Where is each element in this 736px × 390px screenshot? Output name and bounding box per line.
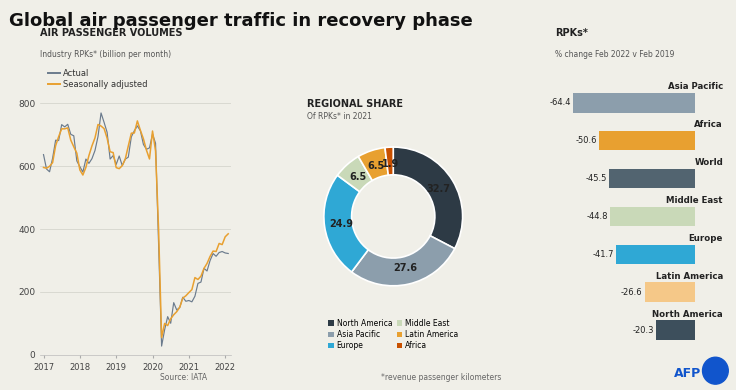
Text: AIR PASSENGER VOLUMES: AIR PASSENGER VOLUMES xyxy=(40,28,183,38)
Circle shape xyxy=(703,357,728,384)
Text: Latin America: Latin America xyxy=(656,272,723,281)
Wedge shape xyxy=(337,156,372,192)
Bar xyxy=(645,282,695,302)
Text: Industry RPKs* (billion per month): Industry RPKs* (billion per month) xyxy=(40,50,171,59)
Text: 27.6: 27.6 xyxy=(393,263,417,273)
Text: *revenue passenger kilometers: *revenue passenger kilometers xyxy=(381,373,502,382)
Bar xyxy=(573,93,695,113)
Text: REGIONAL SHARE: REGIONAL SHARE xyxy=(306,99,403,108)
Text: North America: North America xyxy=(652,310,723,319)
Bar xyxy=(599,131,695,151)
Wedge shape xyxy=(324,175,368,272)
Text: -41.7: -41.7 xyxy=(592,250,615,259)
Text: -20.3: -20.3 xyxy=(633,326,654,335)
Wedge shape xyxy=(358,147,389,181)
Legend: North America, Asia Pacific, Europe, Middle East, Latin America, Africa: North America, Asia Pacific, Europe, Mid… xyxy=(325,316,461,353)
Text: 6.5: 6.5 xyxy=(350,172,367,182)
Text: Of RPKs* in 2021: Of RPKs* in 2021 xyxy=(306,112,372,121)
Text: -64.4: -64.4 xyxy=(550,98,571,107)
Text: AFP: AFP xyxy=(673,367,701,380)
Wedge shape xyxy=(352,236,455,286)
Bar xyxy=(616,245,695,264)
Text: 24.9: 24.9 xyxy=(329,219,353,229)
Wedge shape xyxy=(393,147,463,248)
Text: RPKs*: RPKs* xyxy=(555,28,588,38)
Legend: Actual, Seasonally adjusted: Actual, Seasonally adjusted xyxy=(45,66,151,92)
Text: 32.7: 32.7 xyxy=(426,184,450,194)
Text: 1.9: 1.9 xyxy=(381,159,399,169)
Text: Middle East: Middle East xyxy=(667,196,723,205)
Text: 6.5: 6.5 xyxy=(368,161,385,172)
Text: Europe: Europe xyxy=(689,234,723,243)
Wedge shape xyxy=(385,147,393,175)
Text: % change Feb 2022 v Feb 2019: % change Feb 2022 v Feb 2019 xyxy=(555,50,675,59)
Text: World: World xyxy=(694,158,723,167)
Bar xyxy=(609,168,695,188)
Text: -26.6: -26.6 xyxy=(621,288,643,297)
Bar xyxy=(657,320,695,340)
Text: -44.8: -44.8 xyxy=(587,212,609,221)
Bar xyxy=(610,207,695,226)
Text: -50.6: -50.6 xyxy=(576,136,598,145)
Text: Global air passenger traffic in recovery phase: Global air passenger traffic in recovery… xyxy=(9,12,473,30)
Text: Africa: Africa xyxy=(694,120,723,129)
Text: -45.5: -45.5 xyxy=(586,174,607,183)
Text: Asia Pacific: Asia Pacific xyxy=(668,82,723,91)
Text: Source: IATA: Source: IATA xyxy=(160,373,208,382)
